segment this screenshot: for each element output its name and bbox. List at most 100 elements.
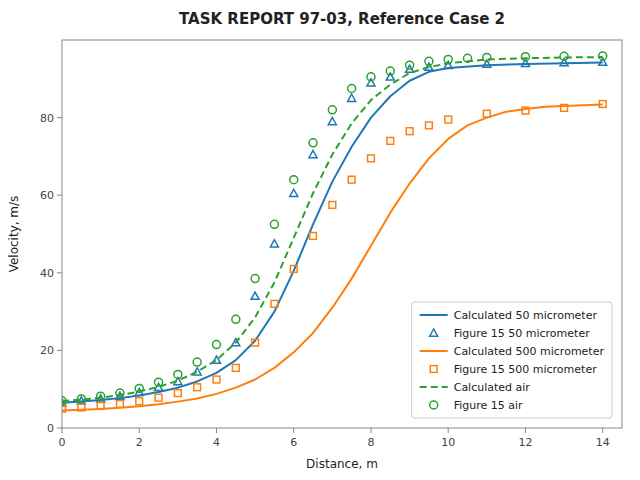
axis-label: Velocity, m/s: [7, 196, 21, 273]
legend-label: Figure 15 air: [454, 399, 523, 412]
marker: [406, 128, 413, 135]
tick: [293, 428, 294, 433]
marker: [348, 85, 356, 93]
marker: [309, 139, 317, 147]
tick-label: 6: [290, 436, 297, 449]
x-axis: 02468101214: [59, 428, 610, 449]
legend: Calculated 50 micrometer Figure 15 50 mic…: [412, 302, 612, 418]
marker: [271, 300, 278, 307]
marker: [212, 341, 220, 349]
marker: [290, 176, 298, 184]
marker: [116, 389, 124, 397]
marker: [270, 240, 278, 247]
tick: [57, 117, 62, 118]
marker: [135, 384, 143, 392]
tick-label: 40: [40, 267, 54, 280]
marker: [560, 52, 568, 60]
tick: [216, 428, 217, 433]
marker: [483, 53, 491, 61]
plot-data: [62, 52, 607, 412]
legend-swatch: [430, 329, 438, 336]
legend-label: Calculated 50 micrometer: [454, 309, 598, 322]
tick-label: 80: [40, 112, 54, 125]
legend-label: Calculated 500 micrometer: [454, 345, 605, 358]
marker: [97, 392, 105, 400]
marker: [348, 176, 355, 183]
marker: [328, 106, 336, 114]
tick-label: 60: [40, 189, 54, 202]
marker: [117, 401, 124, 408]
marker: [62, 405, 65, 412]
marker: [387, 137, 394, 144]
tick-label: 4: [213, 436, 220, 449]
tick: [525, 428, 526, 433]
tick-label: 10: [441, 436, 455, 449]
y-axis: 0 20 40 60 80: [40, 112, 62, 435]
tick-label: 12: [518, 436, 532, 449]
marker: [406, 61, 414, 69]
marker: [348, 94, 356, 101]
legend-label: Figure 15 50 micrometer: [454, 327, 590, 340]
tick: [602, 428, 603, 433]
marker: [561, 105, 568, 112]
marker: [78, 404, 85, 411]
tick-label: 2: [136, 436, 143, 449]
legend-box: [412, 302, 612, 418]
tick: [57, 350, 62, 351]
marker: [232, 315, 240, 323]
title: TASK REPORT 97-03, Reference Case 2: [179, 10, 505, 28]
marker: [193, 358, 201, 366]
marker: [310, 233, 317, 240]
marker: [309, 150, 317, 157]
tick: [57, 195, 62, 196]
tick: [62, 428, 63, 433]
tick: [370, 428, 371, 433]
legend-label: Calculated air: [454, 381, 531, 394]
legend-item: Figure 15 50 micrometer: [430, 327, 590, 340]
marker: [290, 266, 297, 273]
axis-label: Distance, m: [306, 457, 378, 471]
marker: [386, 67, 394, 75]
legend-item: Calculated 50 micrometer: [420, 309, 598, 322]
marker: [77, 395, 85, 403]
marker: [213, 376, 220, 383]
legend-swatch: [420, 350, 448, 352]
legend-swatch: [430, 401, 438, 409]
tick: [448, 428, 449, 433]
marker: [174, 390, 181, 397]
tick: [57, 428, 62, 429]
marker: [444, 55, 452, 63]
marker: [522, 107, 529, 114]
tick: [139, 428, 140, 433]
marker: [425, 57, 433, 65]
legend-swatch: [420, 386, 448, 388]
legend-swatch: [430, 366, 437, 373]
marker: [155, 394, 162, 401]
marker: [97, 402, 104, 409]
marker: [445, 116, 452, 123]
plot-frame: [62, 40, 622, 428]
marker: [599, 52, 607, 60]
legend-swatch: [420, 314, 448, 316]
chart: TASK REPORT 97-03, Reference Case 202040…: [0, 0, 640, 480]
legend-item: Figure 15 500 micrometer: [430, 363, 597, 376]
marker: [367, 73, 375, 81]
marker: [328, 117, 336, 124]
tick-label: 20: [40, 344, 54, 357]
tick-label: 14: [596, 436, 610, 449]
marker: [329, 202, 336, 209]
marker: [251, 292, 259, 299]
line: [62, 104, 603, 410]
marker: [174, 370, 182, 378]
marker: [270, 220, 278, 228]
marker: [194, 384, 201, 391]
marker: [62, 397, 66, 405]
marker: [521, 53, 529, 61]
marker: [232, 364, 239, 371]
marker: [425, 122, 432, 129]
tick-label: 0: [47, 422, 54, 435]
marker: [136, 398, 143, 405]
legend-label: Figure 15 500 micrometer: [454, 363, 597, 376]
legend-item: Figure 15 air: [430, 399, 523, 412]
legend-item: Calculated air: [420, 381, 531, 394]
